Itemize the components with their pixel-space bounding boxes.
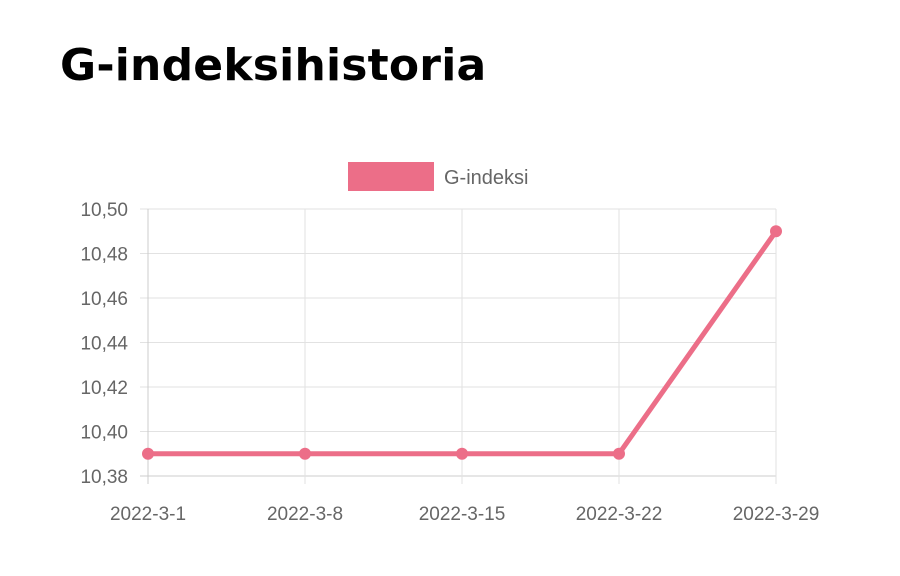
- page-title: G-indeksihistoria: [60, 40, 487, 91]
- y-tick-label: 10,42: [80, 378, 128, 399]
- chart-grid: [140, 208, 777, 484]
- legend-swatch[interactable]: [348, 162, 434, 191]
- y-tick-label: 10,44: [80, 334, 128, 355]
- y-axis: 10,38 10,40 10,42 10,44 10,46 10,48 10,50: [80, 200, 128, 488]
- legend-label[interactable]: G-indeksi: [444, 167, 528, 189]
- chart-series: [142, 225, 782, 460]
- y-tick-label: 10,40: [80, 423, 128, 444]
- x-tick-label: 2022-3-1: [110, 504, 186, 525]
- data-point[interactable]: [770, 225, 782, 238]
- y-tick-label: 10,48: [80, 245, 128, 266]
- x-tick-label: 2022-3-29: [733, 504, 820, 525]
- chart-legend[interactable]: G-indeksi: [348, 162, 528, 191]
- data-point[interactable]: [456, 447, 468, 460]
- y-tick-label: 10,50: [80, 200, 128, 221]
- x-axis: 2022-3-1 2022-3-8 2022-3-15 2022-3-22 2022-3…: [110, 504, 819, 525]
- data-point[interactable]: [299, 447, 311, 460]
- x-tick-label: 2022-3-22: [576, 504, 663, 525]
- data-point[interactable]: [142, 447, 154, 460]
- y-tick-label: 10,38: [80, 467, 128, 488]
- y-tick-label: 10,46: [80, 289, 128, 310]
- x-tick-label: 2022-3-15: [419, 504, 506, 525]
- data-point[interactable]: [613, 447, 625, 460]
- x-tick-label: 2022-3-8: [267, 504, 343, 525]
